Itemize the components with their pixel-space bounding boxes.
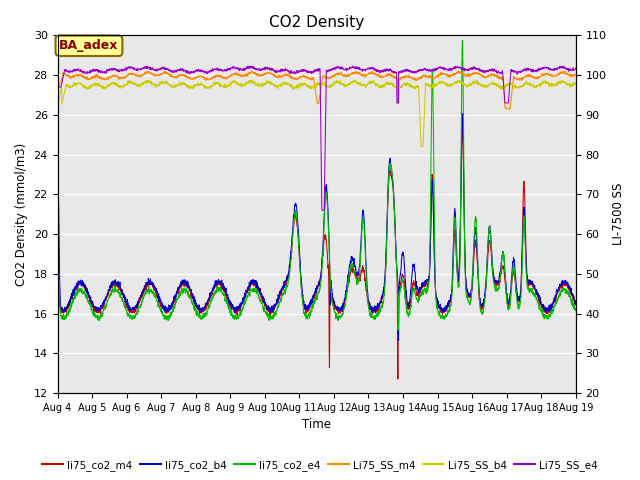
Text: BA_adex: BA_adex <box>60 39 118 52</box>
Y-axis label: CO2 Density (mmol/m3): CO2 Density (mmol/m3) <box>15 143 28 286</box>
Y-axis label: LI-7500 SS: LI-7500 SS <box>612 183 625 245</box>
X-axis label: Time: Time <box>302 419 331 432</box>
Title: CO2 Density: CO2 Density <box>269 15 364 30</box>
Legend: li75_co2_m4, li75_co2_b4, li75_co2_e4, Li75_SS_m4, Li75_SS_b4, Li75_SS_e4: li75_co2_m4, li75_co2_b4, li75_co2_e4, L… <box>38 456 602 475</box>
